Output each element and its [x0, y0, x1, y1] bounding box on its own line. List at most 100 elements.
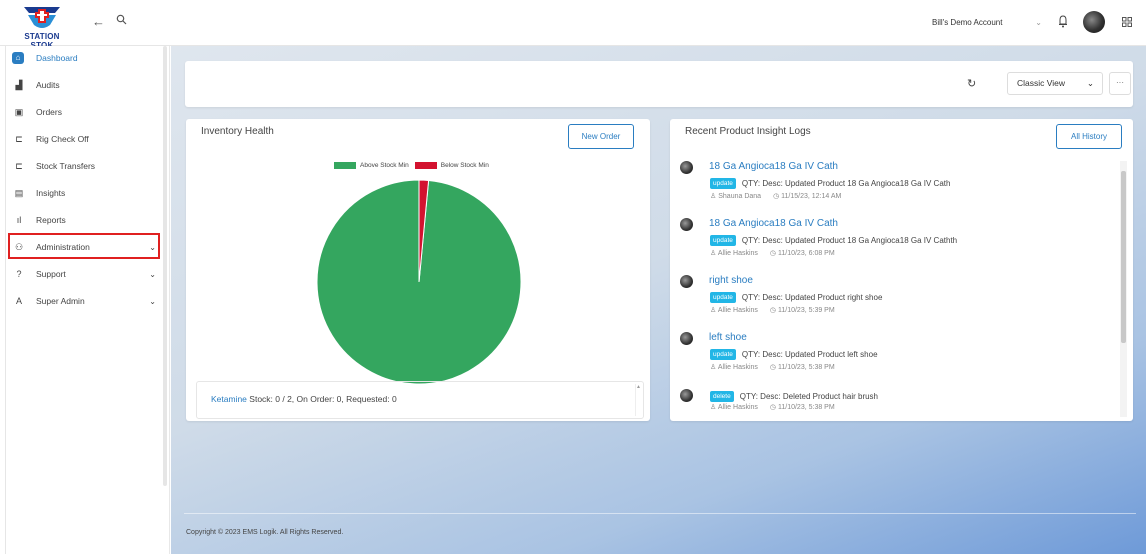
log-description: update QTY: Desc: Updated Product 18 Ga A… — [710, 178, 950, 189]
clipboard-icon: ▣ — [14, 106, 24, 117]
action-badge: update — [710, 349, 736, 360]
search-icon[interactable] — [116, 13, 127, 28]
station-stok-logo[interactable]: STATION STOK — [12, 5, 72, 50]
top-bar: STATION STOK ← Bill's Demo Account ⌄ — [0, 0, 1146, 50]
legend-swatch-above — [334, 162, 356, 169]
log-user: Allie Haskins — [717, 250, 758, 257]
log-meta: ♙ Allie Haskins ◷ 11/10/23, 5:39 PM — [710, 306, 835, 314]
chevron-down-icon: ⌄ — [1086, 78, 1094, 88]
legend-label-below[interactable]: Below Stock Min — [440, 162, 489, 169]
stock-list-scrollbar[interactable]: ▲ — [635, 384, 641, 416]
log-product-link[interactable]: right shoe — [709, 275, 753, 286]
log-product-link[interactable]: 18 Ga Angioca18 Ga IV Cath — [709, 218, 838, 229]
chevron-down-icon: ⌄ — [1035, 18, 1042, 27]
log-user: Allie Haskins — [717, 307, 758, 314]
super-admin-icon: A — [15, 296, 22, 306]
log-product-link[interactable]: left shoe — [709, 332, 747, 343]
main-content: ↻ Classic View ⌄ ··· Inventory Health Ne… — [171, 46, 1146, 554]
user-avatar — [680, 161, 693, 174]
log-desc-text: QTY: Desc: Updated Product left shoe — [741, 350, 878, 359]
sidebar-item-reports[interactable]: ıl Reports — [12, 210, 160, 230]
truck-icon: ⊏ — [15, 133, 23, 144]
clock-icon: ◷ — [769, 364, 778, 371]
sidebar-item-label: Support — [36, 269, 66, 279]
sidebar-item-label: Rig Check Off — [36, 134, 89, 144]
all-history-button[interactable]: All History — [1056, 124, 1122, 149]
sidebar-item-label: Insights — [36, 188, 66, 198]
log-meta: ♙ Allie Haskins ◷ 11/10/23, 5:38 PM — [710, 363, 835, 371]
user-avatar — [680, 275, 693, 288]
more-options-button[interactable]: ··· — [1109, 72, 1131, 95]
log-description: delete QTY: Desc: Deleted Product hair br… — [710, 391, 878, 402]
clock-icon: ◷ — [773, 193, 782, 200]
log-user: Allie Haskins — [717, 404, 758, 411]
log-product-link[interactable]: 18 Ga Angioca18 Ga IV Cath — [709, 161, 838, 172]
clock-icon: ◷ — [769, 250, 778, 257]
log-meta: ♙ Allie Haskins ◷ 11/10/23, 6:08 PM — [710, 249, 835, 257]
user-icon: ♙ — [710, 404, 718, 411]
new-order-button[interactable]: New Order — [568, 124, 634, 149]
inventory-health-card: Inventory Health New Order Above Stock M… — [186, 119, 650, 421]
view-select[interactable]: Classic View ⌄ — [1007, 72, 1103, 95]
user-icon: ♙ — [710, 364, 718, 371]
view-toolbar: ↻ Classic View ⌄ ··· — [185, 61, 1133, 107]
chevron-down-icon: ⌄ — [149, 269, 156, 279]
log-user: Allie Haskins — [717, 364, 758, 371]
notification-bell-icon[interactable] — [1057, 14, 1069, 28]
administration-highlight-box — [8, 233, 160, 259]
recent-logs-card: Recent Product Insight Logs All History … — [670, 119, 1133, 421]
user-avatar[interactable] — [1083, 11, 1105, 33]
stock-item-link[interactable]: Ketamine — [211, 394, 247, 404]
action-badge: update — [710, 178, 736, 189]
action-badge: delete — [710, 391, 734, 402]
sidebar-item-rig-check-off[interactable]: ⊏ Rig Check Off — [12, 129, 160, 149]
stock-details: Stock: 0 / 2, On Order: 0, Requested: 0 — [246, 394, 397, 404]
sidebar-item-label: Audits — [36, 80, 60, 90]
log-description: update QTY: Desc: Updated Product left sh… — [710, 349, 878, 360]
clock-icon: ◷ — [769, 404, 778, 411]
sidebar-item-support[interactable]: ? Support ⌄ — [12, 264, 160, 284]
sidebar-item-insights[interactable]: ▤ Insights — [12, 183, 160, 203]
sidebar-item-stock-transfers[interactable]: ⊏ Stock Transfers — [12, 156, 160, 176]
sidebar-item-audits[interactable]: ▟ Audits — [12, 75, 160, 95]
log-desc-text: QTY: Desc: Deleted Product hair brush — [739, 392, 879, 401]
stock-list: Ketamine Stock: 0 / 2, On Order: 0, Requ… — [196, 381, 644, 419]
sidebar-item-orders[interactable]: ▣ Orders — [12, 102, 160, 122]
sidebar-item-label: Orders — [36, 107, 62, 117]
action-badge: update — [710, 235, 736, 246]
sidebar-item-label: Reports — [36, 215, 66, 225]
log-desc-text: QTY: Desc: Updated Product right shoe — [741, 293, 883, 302]
log-time: 11/10/23, 6:08 PM — [777, 250, 835, 257]
transfer-truck-icon: ⊏ — [15, 160, 23, 171]
view-select-value: Classic View — [1017, 78, 1066, 88]
sidebar-item-super-admin[interactable]: A Super Admin ⌄ — [12, 291, 160, 311]
home-icon: ⌂ — [12, 52, 24, 64]
pie-slice-below[interactable] — [418, 179, 430, 283]
refresh-icon[interactable]: ↻ — [967, 78, 977, 90]
chevron-down-icon: ⌄ — [149, 296, 156, 306]
stock-row: Ketamine Stock: 0 / 2, On Order: 0, Requ… — [211, 394, 397, 404]
logs-scrollbar[interactable] — [1120, 161, 1127, 417]
action-badge: update — [710, 292, 736, 303]
user-avatar — [680, 389, 693, 402]
user-icon: ♙ — [710, 193, 719, 200]
chevron-down-icon: ⌄ — [149, 242, 156, 252]
back-arrow-icon[interactable]: ← — [92, 14, 105, 29]
scrollbar-thumb[interactable] — [1121, 171, 1126, 343]
sidebar-item-administration[interactable]: ⚇ Administration ⌄ — [12, 237, 160, 257]
legend-label-above[interactable]: Above Stock Min — [360, 162, 409, 169]
apps-grid-icon[interactable] — [1122, 17, 1132, 30]
sidebar-item-label: Super Admin — [36, 296, 85, 306]
inventory-pie-chart[interactable] — [314, 177, 524, 387]
user-avatar — [680, 218, 693, 231]
sidebar-item-dashboard[interactable]: ⌂ Dashboard — [12, 48, 160, 68]
document-icon: ▤ — [14, 187, 24, 198]
sidebar-scrollbar[interactable] — [163, 46, 167, 486]
legend-swatch-below — [414, 162, 437, 169]
help-icon: ? — [16, 269, 22, 279]
chart-legend: Above Stock Min Below Stock Min — [334, 162, 489, 169]
bar-chart-icon: ıl — [16, 215, 22, 225]
account-select[interactable]: Bill's Demo Account ⌄ — [922, 13, 1050, 33]
user-icon: ♙ — [710, 250, 718, 257]
account-name: Bill's Demo Account — [932, 18, 1003, 27]
